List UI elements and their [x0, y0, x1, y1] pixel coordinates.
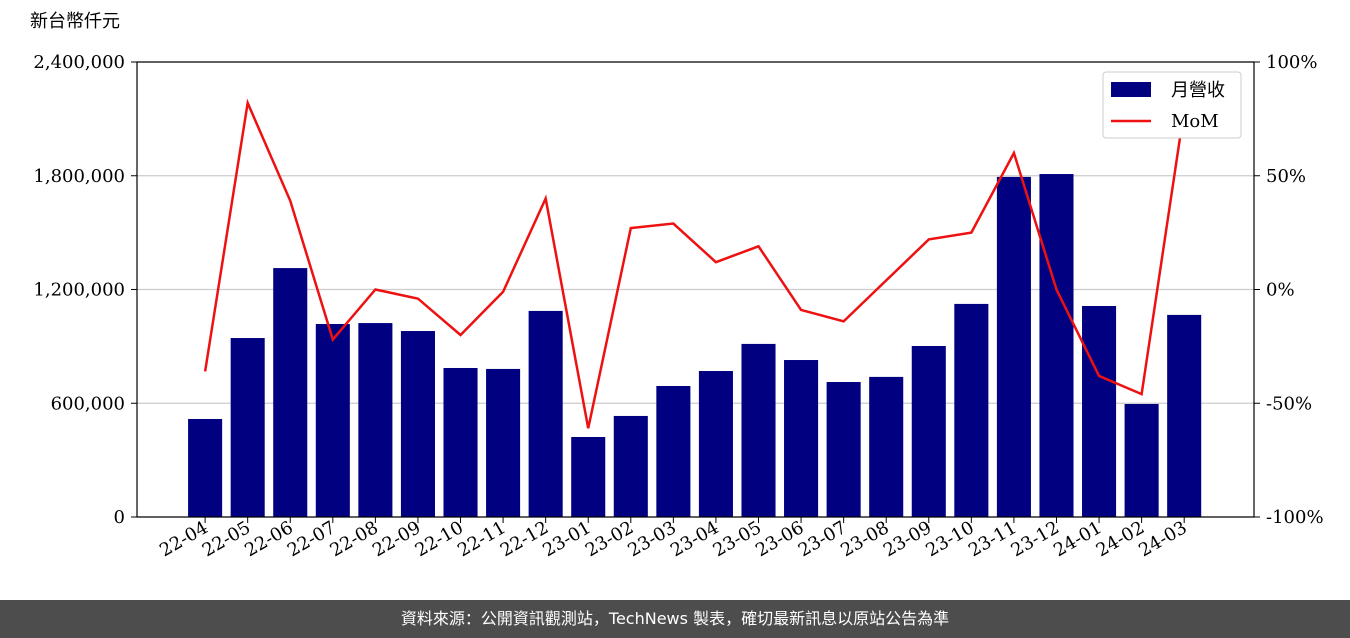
x-tick-label: 24-03: [1135, 517, 1190, 561]
bar: [741, 343, 776, 517]
x-tick-label: 22-12: [497, 517, 552, 561]
x-tick-label: 23-09: [880, 517, 935, 561]
x-tick-label: 23-10: [922, 517, 977, 561]
bar: [230, 338, 265, 517]
x-tick-label: 22-11: [454, 517, 509, 561]
chart: 新台幣仟元 0 600,000 1,200,000 1,800,000 2,400,00…: [30, 11, 1324, 561]
x-tick-label: 23-01: [539, 517, 594, 561]
bar: [315, 324, 350, 517]
bar: [400, 331, 435, 517]
bar: [826, 382, 861, 517]
x-tick-label: 23-02: [582, 517, 637, 561]
bar: [656, 385, 691, 517]
x-tick-label: 22-10: [412, 517, 467, 561]
bar: [784, 360, 819, 517]
x-tick-label: 23-11: [965, 517, 1020, 561]
y-tick-label: 0: [114, 507, 125, 528]
y-axis-label: 新台幣仟元: [30, 11, 120, 32]
y2-tick-label: 100%: [1266, 52, 1317, 73]
bar: [443, 367, 478, 517]
y-tick-label: 600,000: [51, 393, 125, 414]
bar: [358, 323, 393, 517]
x-tick-label: 22-06: [241, 517, 296, 561]
bar: [273, 268, 308, 517]
x-tick-label: 22-05: [199, 517, 254, 561]
y2-tick-label: -50%: [1266, 393, 1312, 414]
y2-tick-label: 50%: [1266, 166, 1306, 187]
bar: [869, 376, 904, 517]
x-tick-label: 23-08: [837, 517, 892, 561]
x-tick-label: 22-04: [156, 517, 211, 561]
x-tick-label: 23-12: [1008, 517, 1063, 561]
y2-tick-label: 0%: [1266, 280, 1295, 301]
bar: [1167, 314, 1202, 517]
legend-swatch: [1111, 82, 1151, 97]
bar: [1124, 404, 1159, 517]
bar: [1082, 305, 1117, 517]
footer: 資料來源：公開資訊觀測站，TechNews 製表，確切最新訊息以原站公告為準: [0, 600, 1350, 638]
bar: [1039, 174, 1074, 517]
bar: [996, 176, 1031, 517]
x-tick-label: 23-07: [795, 517, 850, 561]
legend-label: 月營收: [1171, 80, 1225, 101]
bar: [911, 345, 946, 517]
bar: [698, 371, 733, 517]
bar: [954, 303, 989, 517]
line: [203, 98, 1186, 429]
plot-frame: [136, 61, 1255, 518]
x-tick-label: 24-01: [1050, 517, 1105, 561]
x-tick-label: 23-04: [667, 517, 722, 561]
bar: [486, 368, 521, 517]
y-tick-label: 2,400,000: [33, 52, 125, 73]
bar: [571, 436, 606, 517]
bar: [528, 310, 563, 517]
x-tick-label: 22-08: [326, 517, 381, 561]
x-tick-label: 22-07: [284, 517, 339, 561]
y2-tick-label: -100%: [1266, 507, 1324, 528]
y-tick-label: 1,800,000: [33, 166, 125, 187]
legend-label: MoM: [1171, 111, 1219, 132]
x-tick-label: 23-06: [752, 517, 807, 561]
x-tick-label: 23-03: [624, 517, 679, 561]
bar: [188, 418, 223, 517]
x-tick-label: 22-09: [369, 517, 424, 561]
y-tick-label: 1,200,000: [33, 280, 125, 301]
x-tick-label: 24-02: [1093, 517, 1148, 561]
x-tick-label: 23-05: [710, 517, 765, 561]
bar: [613, 415, 648, 517]
